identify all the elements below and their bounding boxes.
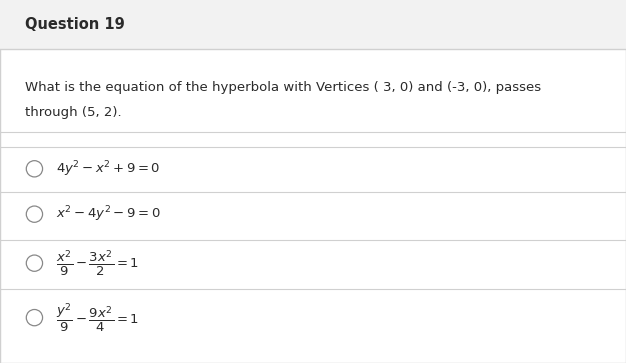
Text: $x^2 - 4y^2 - 9 = 0$: $x^2 - 4y^2 - 9 = 0$ [56,204,161,224]
Text: Question 19: Question 19 [25,17,125,32]
Text: $4y^2 - x^2 + 9 = 0$: $4y^2 - x^2 + 9 = 0$ [56,159,161,179]
Bar [0,0,626,49]
Text: $\dfrac{y^2}{9} - \dfrac{9x^2}{4} = 1$: $\dfrac{y^2}{9} - \dfrac{9x^2}{4} = 1$ [56,301,140,334]
Text: through (5, 2).: through (5, 2). [25,106,121,119]
Text: What is the equation of the hyperbola with Vertices ( 3, 0) and (-3, 0), passes: What is the equation of the hyperbola wi… [25,81,541,94]
Text: $\dfrac{x^2}{9} - \dfrac{3x^2}{2} = 1$: $\dfrac{x^2}{9} - \dfrac{3x^2}{2} = 1$ [56,248,140,278]
